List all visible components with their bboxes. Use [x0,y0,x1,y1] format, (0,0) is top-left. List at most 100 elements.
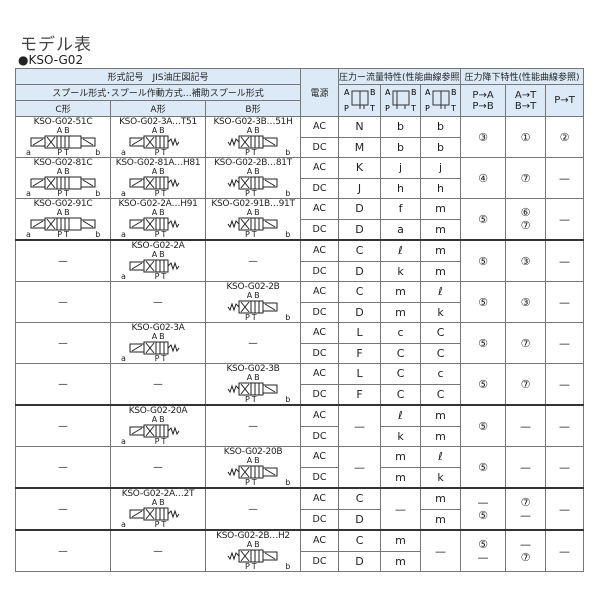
model-cell-a: — [110,446,206,489]
port-labels-top: A B [151,332,165,341]
port-label-a: a [121,230,126,239]
flow-value: C [380,363,422,385]
flow-value: D [338,218,382,241]
port-label-a: a [121,437,126,446]
svg-text:P: P [344,104,349,113]
pressure-drop-value: ⑤ [460,322,507,364]
valve-symbol-icon [129,217,180,231]
flow-value: D [338,260,382,282]
model-cell-b: KSO-G02-3B A B P T b [204,363,302,406]
valve-symbol: A B P T b [207,291,300,322]
model-cell-a: KSO-G02-2A…H91 A B a P T [110,198,206,241]
port-label-pt: P T [57,189,69,198]
table-row: — KSO-G02-2A A BaP T — AC Cℓ m ⑤ ③ — [15,239,585,282]
model-cell-b: — [204,404,302,447]
flow-value: L [338,363,382,385]
pressure-drop-value: ⑦ [505,363,547,406]
model-cell-a: — [110,363,206,406]
model-cell-a: KSO-G02-2A…2T A B a P T [110,487,206,531]
pressure-drop-value: — [545,529,585,572]
model-name: — [58,255,68,267]
port-labels-top: A B [246,540,260,549]
model-cell-b: KSO-G02-91B…91T A B P T b [204,198,302,241]
port-labels-top: A B [151,167,165,176]
valve-symbol-icon [129,176,180,190]
port-labels-top: A B [246,291,260,300]
flow-value: C [338,529,382,552]
pressure-drop-value: — [505,446,547,489]
flow-value: k [420,466,462,489]
flow-value: k [420,301,462,323]
table-row: — — KSO-G02-2B…H2 A BP Tb AC Cm — ⑤ — — ⑦ — [15,529,585,572]
port-label-b: b [285,395,291,404]
power-dc: DC [300,550,340,572]
valve-symbol: A B a P T [112,332,205,363]
model-name: KSO-G02-3B [226,364,280,374]
pressure-drop-value: ⑤ [460,281,507,323]
valve-symbol-icon [227,176,278,190]
flow-value: j [420,157,462,179]
port-label-b: b [285,313,291,322]
valve-symbol-icon [30,217,96,231]
pressure-drop-value: — [545,404,585,447]
port-label-a: a [26,189,31,198]
model-name: — [58,378,68,390]
pressure-drop-line: ⑦ [520,219,531,232]
model-name: — [248,503,258,515]
svg-text:B: B [370,88,376,97]
flow-path-symbol-icon: A B P T [344,88,376,113]
valve-symbol: A B P T b [207,456,300,487]
drop-header-pa-pb: P→A P→B [460,84,507,117]
power-ac: AC [300,363,340,385]
flow-value: F [338,342,382,364]
drop-header-pt: P→T [545,84,585,117]
pressure-drop-value: — [545,363,585,406]
flow-value: J [338,177,382,199]
flow-value: C [338,281,382,303]
flow-value: F [338,383,382,406]
model-cell-c: — [15,404,111,447]
port-labels-top: A B [246,456,260,465]
model-name: — [153,296,163,308]
col-c-header: C形 [15,100,111,117]
valve-symbol: A B a P T b [17,126,110,157]
pressure-drop-value: — [545,198,585,241]
port-label-pt: P T [57,230,69,239]
svg-text:A: A [385,88,391,97]
flow-value: C [380,342,422,364]
port-labels-top: A B [56,126,70,135]
port-labels-top: A B [246,126,260,135]
pressure-drop-value: — ⑦ [505,529,547,572]
pressure-drop-value: — ⑤ [460,487,507,531]
model-name: KSO-G02-2A…H91 [118,199,198,209]
model-name: KSO-G02-3B…51H [213,117,293,128]
model-name: — [58,420,68,432]
model-cell-c: KSO-G02-81C A B a P T b [15,157,111,199]
flow-value: — [338,446,382,489]
model-name: — [58,461,68,473]
flow-value: C [420,342,462,364]
valve-symbol: A B a P T [112,209,205,239]
model-name: KSO-G02-20B [223,447,283,457]
valve-symbol: A B a P T [112,127,205,157]
table-row: DC F C C [16,383,584,406]
pressure-drop-value: — [545,157,585,199]
port-label-pt: P T [154,272,167,281]
pressure-drop-value: ③ [505,239,547,282]
flow-value: D [338,508,382,531]
port-label-b: b [285,478,291,487]
port-label-pt: P T [154,354,167,363]
table-row: — KSO-G02-20A A BaP T — AC — ℓ m ⑤ — — [15,404,585,447]
model-cell-c: — [15,239,111,282]
flow-value: ℓ [380,239,422,262]
valve-symbol: A B a P T [112,416,205,446]
